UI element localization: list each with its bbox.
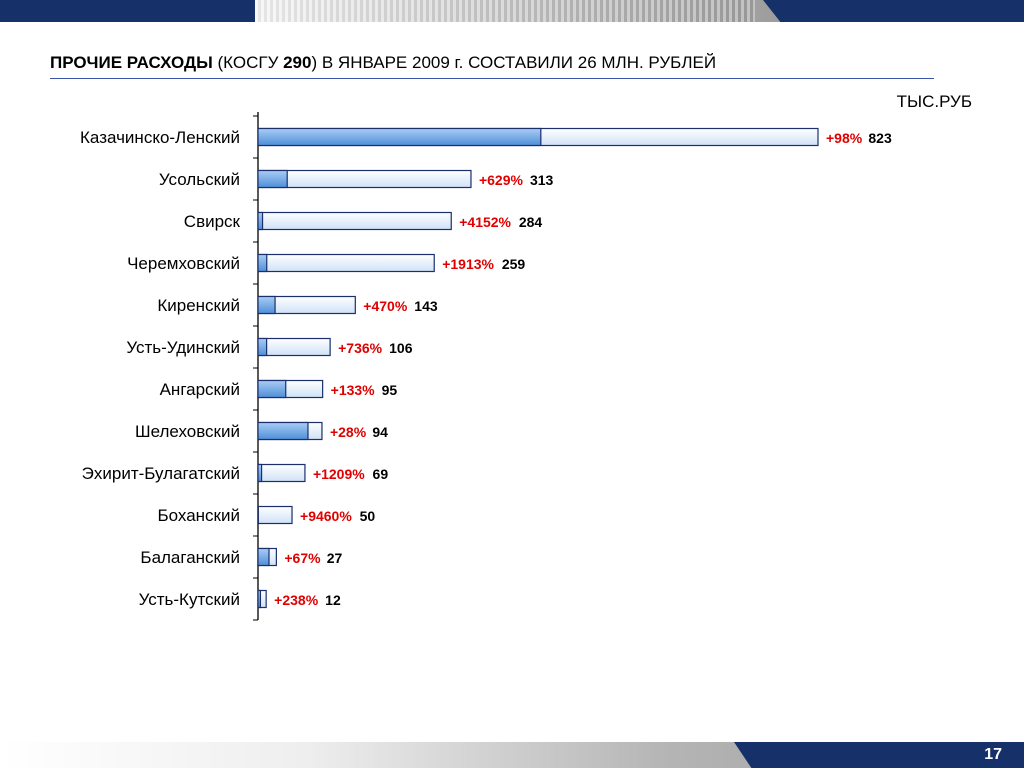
growth-label: +1209% [313, 466, 365, 482]
category-label: Шелеховский [135, 422, 240, 441]
bar [257, 463, 306, 483]
growth-label: +67% [284, 550, 321, 566]
bar-base-segment [257, 379, 287, 399]
value-label: 313 [530, 172, 554, 188]
value-label: 95 [382, 382, 398, 398]
growth-label: +1913% [442, 256, 494, 272]
category-label: Казачинско-Ленский [80, 128, 240, 147]
bar-base-segment [257, 337, 268, 357]
page-title: ПРОЧИЕ РАСХОДЫ (КОСГУ 290) В ЯНВАРЕ 2009… [50, 53, 716, 73]
bar-base-segment [257, 253, 268, 273]
page-number: 17 [984, 746, 1002, 763]
growth-label: +98% [826, 130, 863, 146]
growth-label: +470% [363, 298, 408, 314]
growth-label: +4152% [459, 214, 511, 230]
value-label: 69 [373, 466, 389, 482]
value-label: 27 [327, 550, 343, 566]
bar-chart: Казачинско-Ленский +98% 823 Усольский +629% 3… [80, 112, 892, 621]
bar [257, 253, 435, 273]
category-label: Балаганский [140, 548, 240, 567]
bar [257, 211, 452, 231]
category-label: Ангарский [160, 380, 240, 399]
bar [257, 337, 331, 357]
growth-label: +629% [479, 172, 524, 188]
value-label: 106 [389, 340, 413, 356]
header-left-block [0, 0, 255, 22]
growth-label: +736% [338, 340, 383, 356]
bar-base-segment [257, 211, 264, 231]
bar-base-segment [257, 295, 276, 315]
category-label: Киренский [157, 296, 240, 315]
value-label: 94 [372, 424, 388, 440]
bar-base-segment [257, 589, 262, 609]
header-right-block [763, 0, 1024, 22]
title-underline [50, 78, 934, 79]
title-part: (КОСГУ [212, 53, 284, 72]
value-label: 284 [519, 214, 543, 230]
footer-right-block [734, 742, 1024, 768]
unit-label: ТЫС.РУБ [896, 92, 972, 111]
category-label: Усольский [159, 170, 240, 189]
category-label: Боханский [157, 506, 240, 525]
title-rest: ) В ЯНВАРЕ 2009 г. СОСТАВИЛИ 26 МЛН. РУБ… [311, 53, 717, 72]
value-label: 259 [502, 256, 526, 272]
value-label: 143 [414, 298, 438, 314]
category-label: Усть-Удинский [126, 338, 240, 357]
category-label: Свирск [184, 212, 241, 231]
category-label: Черемховский [127, 254, 240, 273]
bar-base-segment [257, 463, 263, 483]
bar-base-segment [257, 169, 288, 189]
value-label: 50 [360, 508, 376, 524]
growth-label: +133% [331, 382, 376, 398]
title-bold-part: ПРОЧИЕ РАСХОДЫ [50, 53, 213, 72]
bar-base-segment [257, 421, 309, 441]
header-stripes [255, 0, 755, 22]
value-label: 12 [325, 592, 341, 608]
bar [257, 505, 293, 525]
bar-base-segment [257, 127, 542, 147]
growth-label: +28% [330, 424, 367, 440]
growth-label: +238% [274, 592, 319, 608]
category-label: Эхирит-Булагатский [82, 464, 240, 483]
category-label: Усть-Кутский [139, 590, 240, 609]
value-label: 823 [868, 130, 892, 146]
title-code: 290 [283, 53, 312, 72]
growth-label: +9460% [300, 508, 352, 524]
bar-base-segment [257, 547, 270, 567]
bar [257, 169, 472, 189]
